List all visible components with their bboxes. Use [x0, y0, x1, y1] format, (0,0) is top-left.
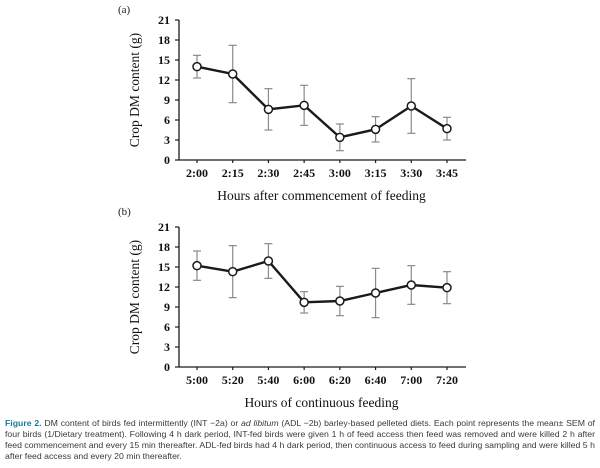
- y-tick-label: 3: [164, 133, 170, 147]
- caption-text-after-italic: (ADL −2b) barley-based pelleted diets. E…: [5, 418, 595, 461]
- x-tick-label: 2:45: [293, 166, 315, 180]
- x-tick-label: 6:20: [329, 373, 351, 387]
- y-tick-label: 9: [164, 93, 170, 107]
- y-tick-label: 12: [158, 280, 170, 294]
- data-point-marker: [406, 280, 417, 290]
- y-tick-label: 9: [164, 300, 170, 314]
- data-point-marker: [370, 124, 381, 135]
- data-point-marker: [299, 100, 309, 111]
- data-point-marker: [406, 101, 417, 111]
- data-point-marker: [299, 297, 309, 308]
- error-bars: [193, 44, 451, 152]
- x-tick-label: 3:45: [436, 166, 458, 180]
- x-axis-title: Hours after commencement of feeding: [217, 188, 426, 203]
- x-tick-label: 5:20: [222, 373, 244, 387]
- x-tick-label: 5:00: [186, 373, 208, 387]
- panel-a-label: (a): [118, 4, 131, 16]
- y-tick-label: 12: [158, 73, 170, 87]
- series-line: [196, 65, 448, 139]
- x-tick-label: 6:00: [293, 373, 315, 387]
- data-point-marker: [442, 123, 452, 134]
- y-tick-label: 6: [164, 113, 170, 127]
- x-tick-label: 2:00: [186, 166, 208, 180]
- x-tick-label: 2:30: [257, 166, 279, 180]
- y-tick-label: 15: [158, 260, 170, 274]
- x-tick-label: 7:20: [436, 373, 458, 387]
- data-point-marker: [263, 104, 274, 115]
- x-tick-label: 2:15: [222, 166, 244, 180]
- x-tick-label: 3:00: [329, 166, 351, 180]
- x-tick-label: 6:40: [365, 373, 387, 387]
- data-point-marker: [227, 69, 238, 79]
- y-tick-label: 0: [164, 360, 170, 374]
- data-point-marker: [263, 256, 274, 266]
- x-axis-title: Hours of continuous feeding: [244, 395, 398, 410]
- y-tick-label: 18: [158, 33, 170, 47]
- y-tick-label: 3: [164, 340, 170, 354]
- data-point-marker: [192, 260, 202, 271]
- y-tick-label: 21: [158, 13, 170, 27]
- y-tick-label: 15: [158, 53, 170, 67]
- figure-caption: Figure 2. DM content of birds fed interm…: [5, 418, 595, 462]
- x-tick-label: 3:15: [365, 166, 387, 180]
- caption-italic-term: ad libitum: [241, 418, 279, 428]
- data-point-marker: [192, 61, 202, 72]
- data-point-marker: [335, 132, 345, 143]
- data-point-marker: [442, 282, 452, 293]
- x-tick-label: 3:30: [400, 166, 422, 180]
- y-tick-label: 6: [164, 320, 170, 334]
- y-tick-label: 0: [164, 153, 170, 167]
- y-tick-label: 21: [158, 220, 170, 234]
- y-axis-title: Crop DM content (g): [127, 240, 142, 354]
- y-axis-title: Crop DM content (g): [127, 33, 142, 147]
- caption-label: Figure 2.: [5, 418, 42, 428]
- caption-text-before-italic: DM content of birds fed intermittently (…: [41, 418, 242, 428]
- x-tick-label: 7:00: [400, 373, 422, 387]
- series-line: [196, 259, 448, 304]
- panel-b-label: (b): [118, 206, 131, 218]
- data-point-marker: [370, 288, 381, 298]
- panel-b-plot: 0 3 6 9 12 15 18 21 5:00 5:20 5:40 6:00 6:20 6:40 7:00…: [127, 220, 466, 410]
- data-point-marker: [227, 266, 238, 277]
- crop-dm-charts-svg: 0 3 6 9 12 15 18 21 2:00 2:15 2:30 2:45 3:00 3:15 3:30…: [127, 13, 466, 410]
- y-tick-label: 18: [158, 240, 170, 254]
- data-point-marker: [335, 296, 345, 306]
- x-tick-label: 5:40: [257, 373, 279, 387]
- panel-a-plot: 0 3 6 9 12 15 18 21 2:00 2:15 2:30 2:45 3:00 3:15 3:30…: [127, 13, 466, 203]
